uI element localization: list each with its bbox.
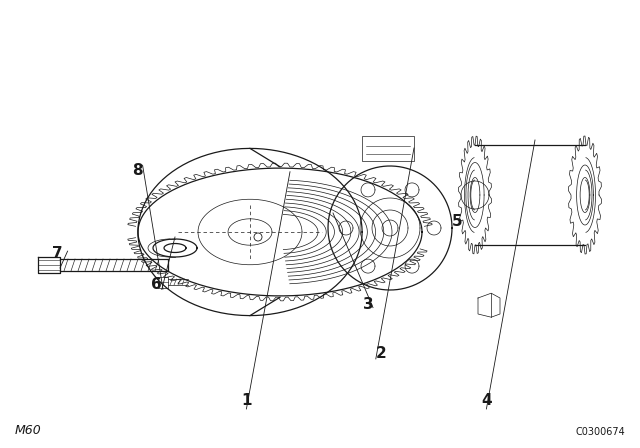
Text: M60: M60: [15, 423, 42, 436]
Text: 1: 1: [241, 393, 252, 409]
Text: C0300674: C0300674: [575, 427, 625, 437]
Text: 7: 7: [52, 246, 63, 261]
Bar: [362, 136, 414, 161]
Text: 8: 8: [132, 163, 143, 178]
Text: 4: 4: [481, 393, 492, 409]
Text: 5: 5: [452, 214, 463, 229]
Text: 2: 2: [376, 346, 386, 362]
Text: 3: 3: [363, 297, 373, 312]
Text: 6: 6: [152, 277, 162, 292]
